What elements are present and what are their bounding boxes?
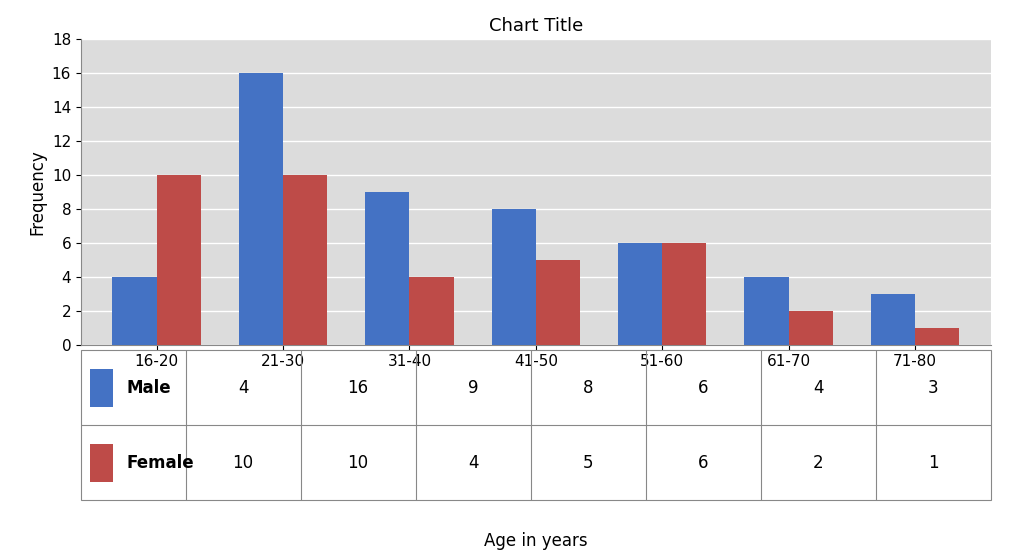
FancyBboxPatch shape xyxy=(90,369,113,406)
Text: Male: Male xyxy=(126,379,171,397)
Bar xyxy=(409,277,454,345)
Bar xyxy=(491,209,536,345)
Text: 5: 5 xyxy=(583,454,593,472)
Text: 6: 6 xyxy=(698,454,709,472)
Text: 10: 10 xyxy=(348,454,369,472)
Bar xyxy=(239,73,283,345)
Text: 2: 2 xyxy=(813,454,824,472)
Text: 4: 4 xyxy=(813,379,824,397)
Bar xyxy=(662,243,707,345)
Bar xyxy=(618,243,662,345)
Bar xyxy=(112,277,157,345)
Bar xyxy=(283,175,328,345)
Bar xyxy=(536,260,580,345)
Bar xyxy=(789,311,833,345)
Text: 16: 16 xyxy=(348,379,369,397)
FancyBboxPatch shape xyxy=(90,444,113,481)
Bar xyxy=(157,175,201,345)
Text: 4: 4 xyxy=(468,454,478,472)
Text: 9: 9 xyxy=(468,379,478,397)
Bar xyxy=(744,277,789,345)
Text: 4: 4 xyxy=(238,379,249,397)
Text: 1: 1 xyxy=(928,454,938,472)
Y-axis label: Frequency: Frequency xyxy=(28,149,47,235)
Text: 10: 10 xyxy=(233,454,254,472)
Bar xyxy=(365,192,409,345)
Text: Female: Female xyxy=(126,454,194,472)
Bar xyxy=(870,294,915,345)
Text: Age in years: Age in years xyxy=(484,533,587,550)
Bar xyxy=(915,327,959,345)
Text: 6: 6 xyxy=(698,379,709,397)
Text: 8: 8 xyxy=(583,379,593,397)
Text: 3: 3 xyxy=(928,379,938,397)
Title: Chart Title: Chart Title xyxy=(488,17,583,34)
